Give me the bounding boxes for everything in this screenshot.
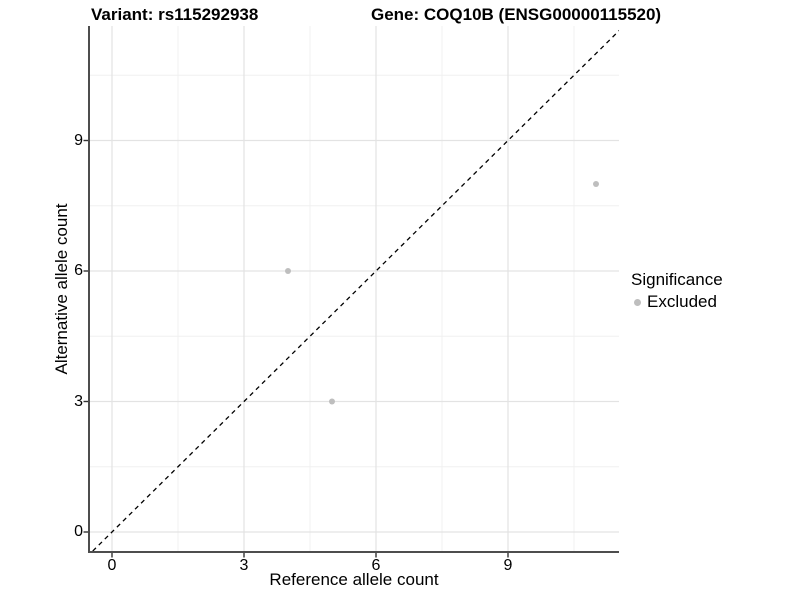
legend-item-label: Excluded <box>647 292 717 311</box>
y-axis-label: Alternative allele count <box>52 203 71 375</box>
legend-item: Excluded <box>634 292 723 312</box>
plot-title-variant: Variant: rs115292938 <box>91 5 259 24</box>
y-tick-label: 9 <box>74 131 83 149</box>
legend: Significance Excluded <box>631 270 723 312</box>
plot-panel <box>88 26 619 553</box>
legend-point-icon <box>634 298 641 306</box>
plot-title-gene: Gene: COQ10B (ENSG00000115520) <box>371 5 662 24</box>
identity-line <box>89 29 619 553</box>
data-point <box>285 268 291 274</box>
data-point <box>593 181 599 187</box>
legend-title: Significance <box>631 270 723 289</box>
x-tick-label: 9 <box>503 557 513 574</box>
x-tick-label: 0 <box>107 557 117 574</box>
y-tick-label: 0 <box>74 523 83 540</box>
x-tick-label: 6 <box>371 557 381 574</box>
data-point <box>329 398 335 405</box>
x-axis-label: Reference allele count <box>269 570 439 589</box>
y-tick-label: 3 <box>74 392 83 410</box>
x-tick-label: 3 <box>239 557 249 574</box>
y-tick-label: 6 <box>74 262 83 279</box>
